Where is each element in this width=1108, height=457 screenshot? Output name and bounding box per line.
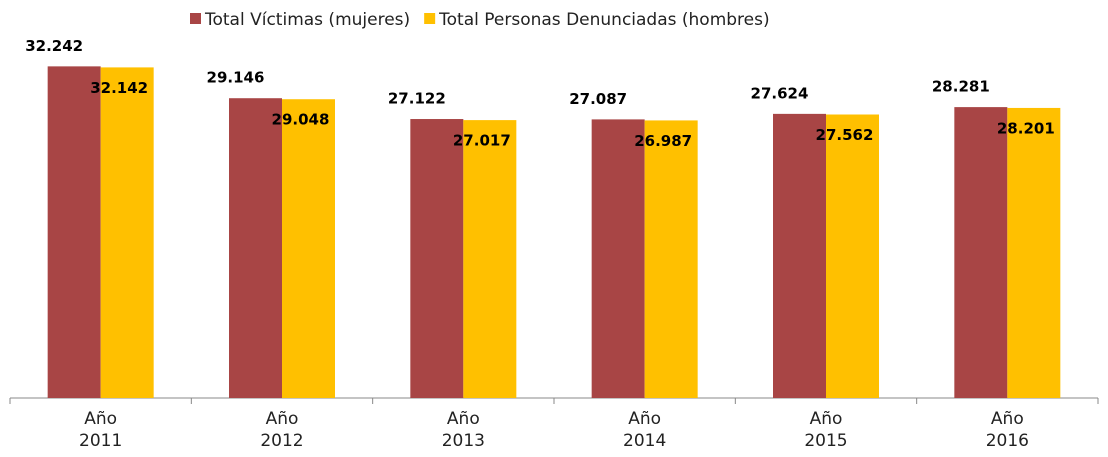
bar — [229, 98, 282, 398]
value-label: 29.146 — [207, 69, 265, 87]
value-label: 27.122 — [388, 90, 446, 108]
value-label: 32.142 — [90, 79, 148, 97]
x-tick-label: Año 2011 — [79, 409, 123, 451]
bar — [826, 114, 879, 399]
value-label: 26.987 — [634, 132, 692, 150]
x-tick-label: Año 2012 — [260, 409, 304, 451]
value-label: 27.087 — [569, 90, 627, 108]
bar — [773, 113, 826, 398]
bar — [591, 119, 645, 398]
legend-label: Total Personas Denunciadas (hombres) — [438, 10, 769, 30]
legend-label: Total Víctimas (mujeres) — [204, 10, 410, 30]
x-tick-label: Año 2015 — [804, 409, 848, 451]
value-label: 28.201 — [997, 119, 1055, 137]
bar — [100, 67, 154, 398]
x-tick-label: Año 2013 — [441, 409, 485, 451]
value-label: 29.048 — [272, 111, 330, 129]
bar — [47, 66, 101, 399]
value-label: 27.562 — [816, 126, 874, 144]
bar — [954, 107, 1008, 398]
legend-swatch — [424, 13, 436, 24]
bar — [410, 119, 464, 399]
value-label: 28.281 — [932, 78, 990, 96]
bar — [644, 120, 698, 398]
value-label: 32.242 — [25, 37, 83, 55]
x-tick-label: Año 2016 — [985, 409, 1029, 451]
bar — [463, 120, 517, 399]
bar — [1007, 107, 1061, 399]
value-label: 27.017 — [453, 132, 511, 150]
bar — [282, 99, 335, 398]
x-tick-label: Año 2014 — [623, 409, 667, 451]
value-label: 27.624 — [751, 84, 809, 102]
legend-swatch — [190, 13, 201, 24]
